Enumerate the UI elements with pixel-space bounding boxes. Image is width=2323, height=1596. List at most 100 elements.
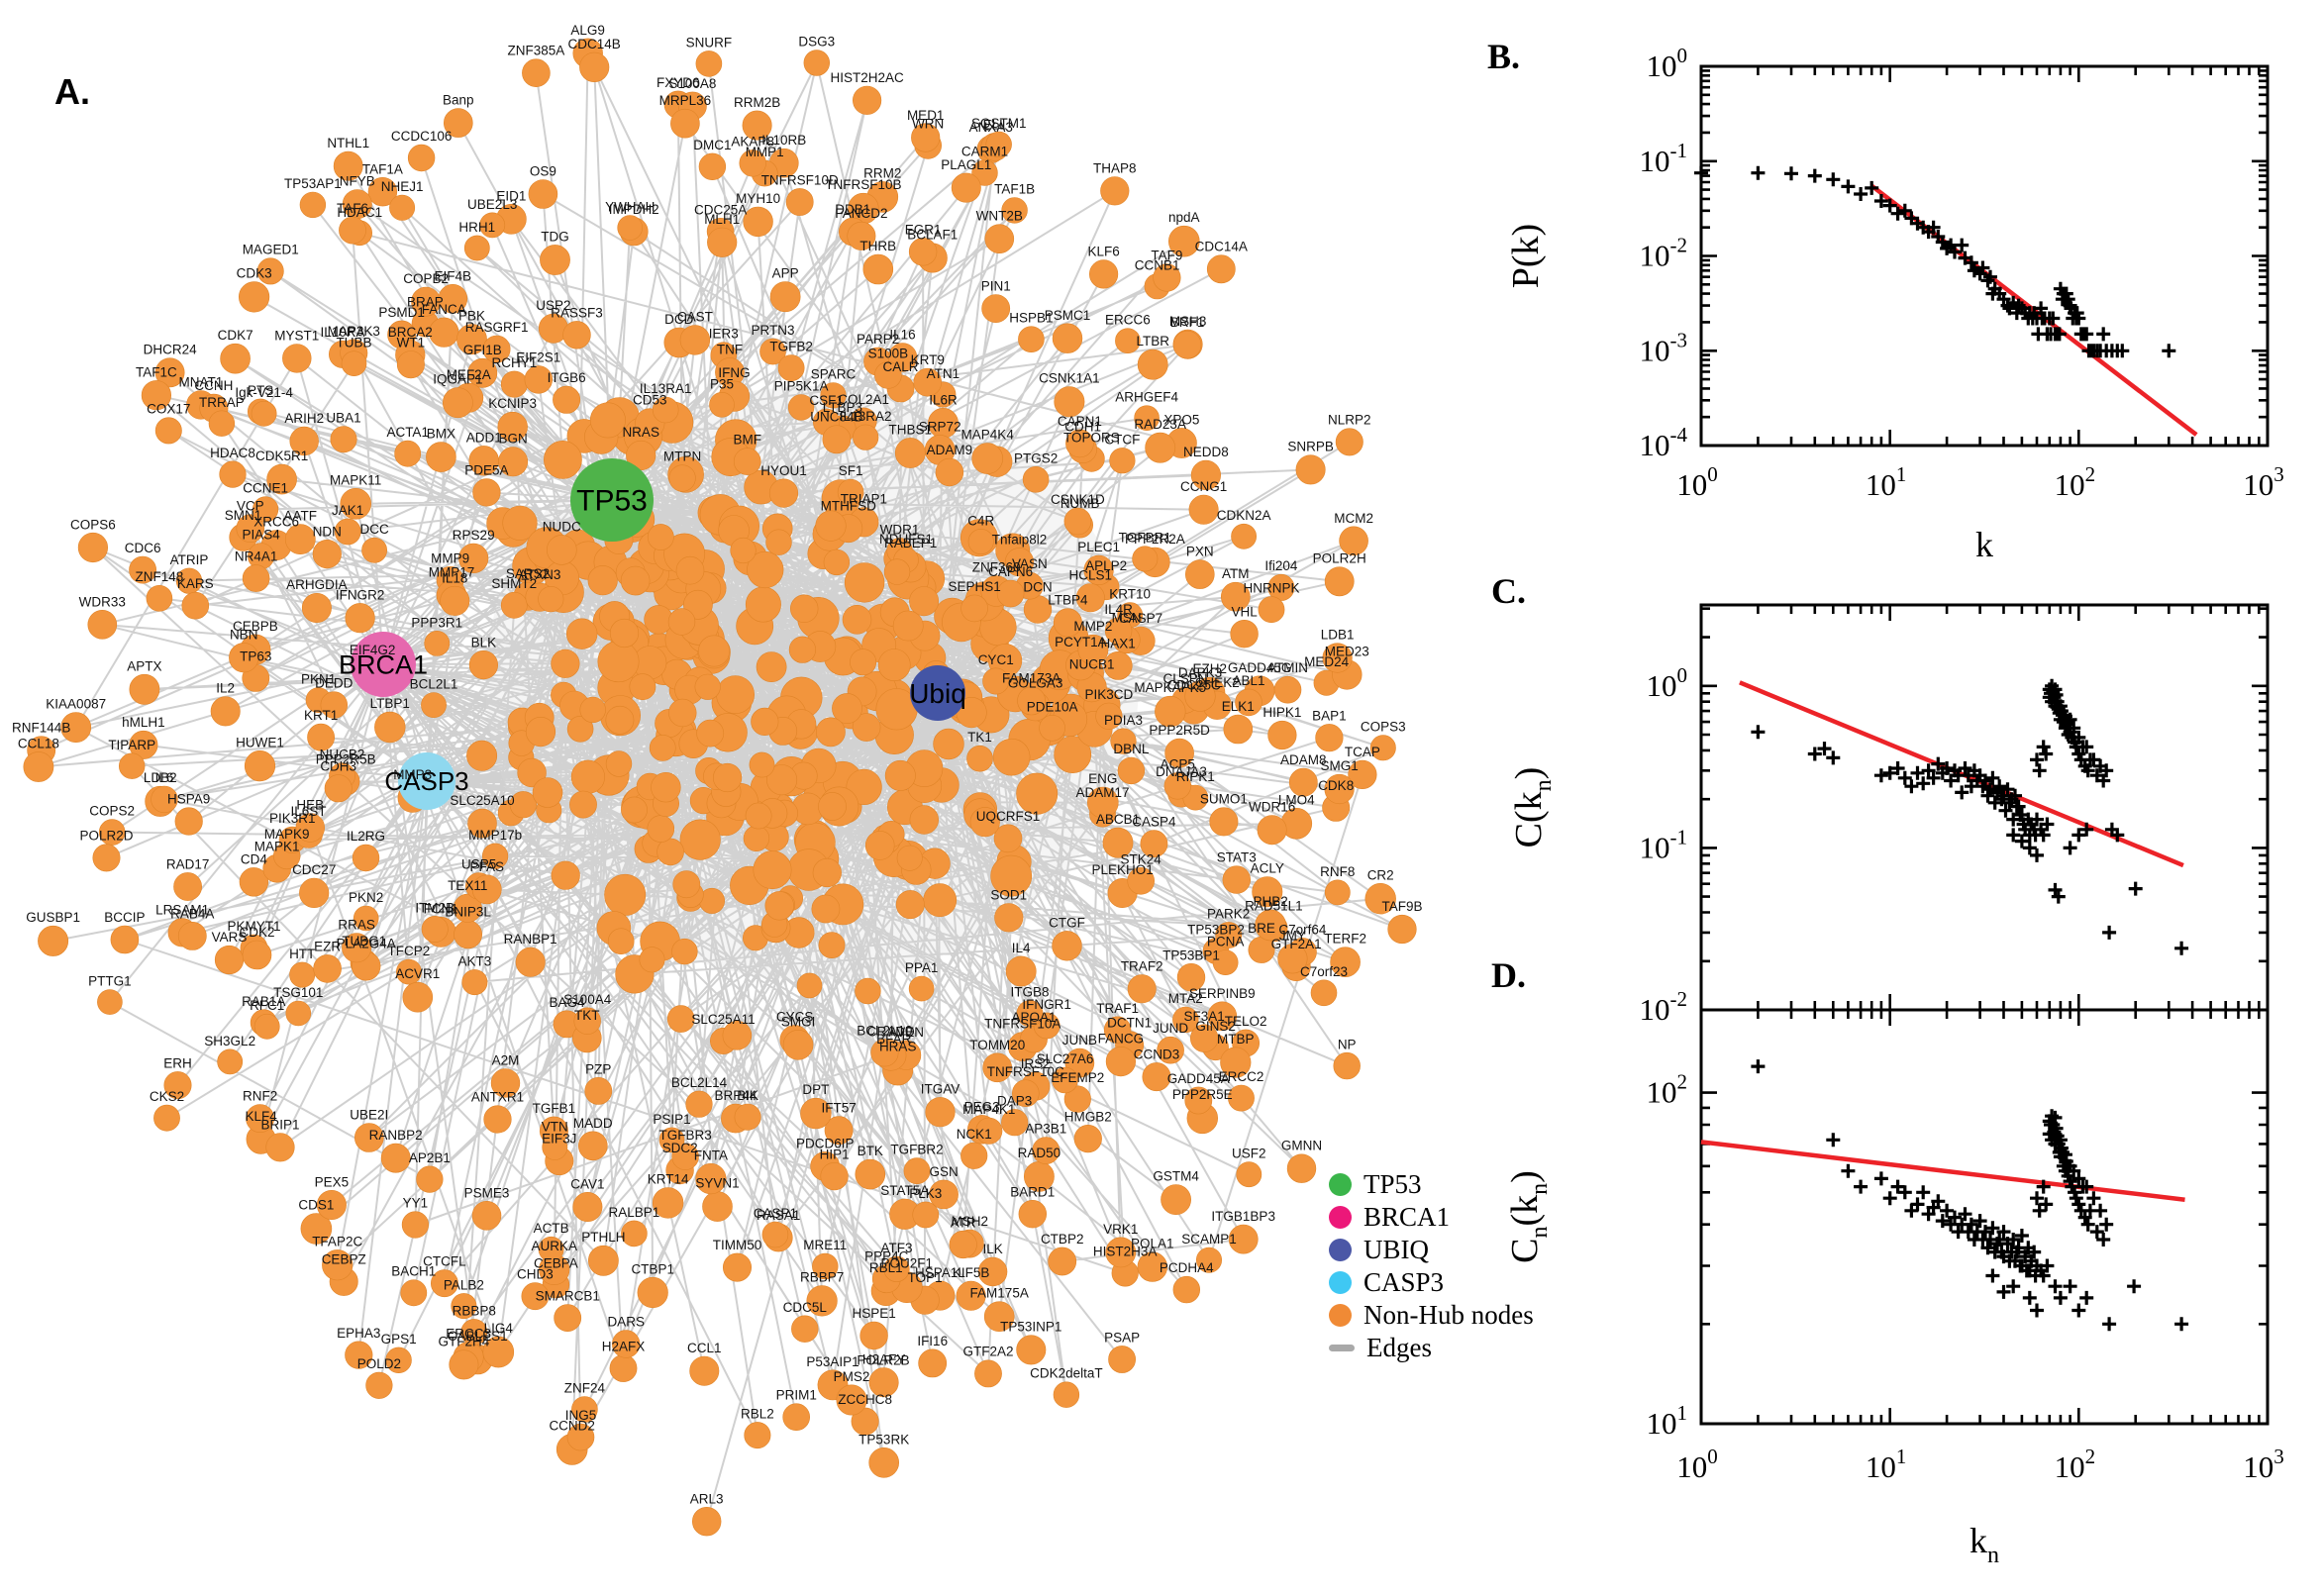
network-node — [251, 400, 277, 427]
gene-label: HTT — [289, 947, 315, 961]
gene-label: KLF6 — [1087, 245, 1119, 259]
gene-label: KRT10 — [1109, 587, 1151, 602]
gene-label: JMY — [1279, 929, 1306, 944]
gene-label: S100A4 — [563, 992, 612, 1007]
edge-line-icon — [1329, 1345, 1355, 1351]
gene-label: TP53BP1 — [1162, 948, 1220, 962]
network-node — [352, 844, 380, 872]
hub-label-casp3: CASP3 — [384, 766, 468, 796]
network-node — [538, 1236, 564, 1262]
gene-label: BCCIP — [104, 910, 145, 925]
network-node — [996, 579, 1025, 608]
gene-label: KARS — [177, 576, 214, 591]
network-node — [782, 1403, 811, 1431]
gene-label: CCNB1 — [1135, 258, 1180, 273]
gene-label: TELO2 — [1225, 1014, 1267, 1029]
network-node — [1335, 428, 1364, 456]
network-node — [421, 692, 447, 719]
gene-label: TP63 — [240, 648, 271, 663]
network-node — [884, 759, 916, 791]
gene-label: RNF8 — [1320, 864, 1355, 879]
network-node — [324, 774, 353, 803]
gene-label: TUBB — [336, 336, 371, 350]
gene-label: HIST2H2AC — [830, 70, 904, 85]
gene-label: PCYT1A — [1055, 635, 1107, 649]
gene-label: BRCA2 — [388, 325, 433, 340]
gene-label: MAPK11 — [330, 472, 381, 487]
network-node — [1277, 944, 1308, 974]
gene-label: TOPORS — [1063, 430, 1120, 445]
gene-label: S100A8 — [668, 76, 716, 91]
gene-label: ING5 — [565, 1408, 597, 1423]
gene-label: TAF1C — [136, 364, 177, 379]
gene-label: CSNK1A1 — [1039, 371, 1100, 386]
network-node — [695, 1162, 727, 1195]
gene-label: FXYD6 — [656, 75, 700, 90]
network-node — [1137, 349, 1168, 380]
network-node — [811, 894, 841, 924]
gene-label: MSH3 — [1169, 314, 1207, 329]
gene-label: WDR33 — [79, 594, 126, 609]
tick-label: 10-4 — [1640, 423, 1688, 462]
gene-label: TFAP2C — [312, 1235, 362, 1249]
network-node — [579, 51, 610, 83]
casp3-dot-icon — [1329, 1271, 1352, 1294]
gene-label: CR2 — [1367, 867, 1394, 882]
gene-label: SF3A1 — [1184, 1009, 1225, 1024]
network-node — [380, 1143, 411, 1173]
gene-label: C7orf23 — [1300, 964, 1348, 979]
gene-label: CCNG1 — [1180, 479, 1227, 494]
gene-label: TGFB1 — [533, 1101, 576, 1116]
gene-label: BRAP — [407, 294, 444, 309]
network-node — [1258, 596, 1285, 624]
gene-label: SLC25A10 — [450, 793, 514, 808]
gene-label: ELK1 — [1222, 699, 1255, 714]
gene-label: GSTM4 — [1153, 1168, 1199, 1183]
network-node — [401, 1211, 430, 1239]
gene-label: PTTG1 — [88, 974, 132, 989]
gene-label: CDK7 — [218, 328, 253, 343]
network-node — [153, 1104, 180, 1132]
network-node — [822, 425, 852, 454]
gene-label: NCK1 — [957, 1127, 992, 1142]
network-node — [483, 1105, 512, 1134]
gene-label: RAB4A — [170, 906, 214, 921]
network-node — [482, 1336, 515, 1368]
gene-label: SERPINB9 — [1189, 986, 1256, 1001]
gene-label: CDC25C — [1167, 677, 1221, 692]
network-node — [551, 860, 580, 890]
gene-label: TRIAP1 — [841, 492, 887, 507]
gene-label: USP2 — [536, 298, 570, 313]
gene-label: PIK3CD — [1085, 687, 1134, 702]
gene-label: GADD45A — [1167, 1071, 1230, 1086]
network-node — [1022, 465, 1050, 493]
gene-label: AVEN — [888, 1025, 924, 1040]
gene-label: GFI1B — [463, 343, 502, 357]
network-node — [353, 905, 379, 932]
network-node — [874, 361, 902, 389]
network-node — [1001, 197, 1028, 224]
gene-label: JAK1 — [332, 503, 363, 518]
gene-label: PSMC1 — [1045, 308, 1091, 323]
gene-label: FANCA — [422, 302, 466, 317]
network-node — [637, 1276, 668, 1309]
network-node — [1324, 879, 1351, 906]
gene-label: BRIP1 — [260, 1117, 299, 1132]
gene-label: XRCC6 — [253, 515, 299, 530]
gene-label: PTGS2 — [1014, 450, 1058, 465]
gene-label: RALBP1 — [609, 1205, 660, 1220]
gene-label: EIF3J — [542, 1131, 576, 1146]
network-node — [852, 713, 881, 742]
gene-label: MED23 — [1325, 645, 1369, 659]
network-node — [847, 221, 876, 250]
gene-label: LTBR — [1136, 334, 1169, 349]
tick-label: 101 — [1647, 1401, 1688, 1441]
network-node — [911, 123, 941, 152]
gene-label: RANBP2 — [369, 1128, 423, 1143]
gene-label: PRIM1 — [776, 1388, 817, 1403]
gene-label: GADD45G — [1228, 660, 1292, 675]
network-node — [785, 188, 814, 216]
network-node — [1176, 962, 1206, 992]
gene-label: SMARCB1 — [536, 1289, 600, 1304]
gene-label: CASP4 — [1132, 815, 1176, 830]
